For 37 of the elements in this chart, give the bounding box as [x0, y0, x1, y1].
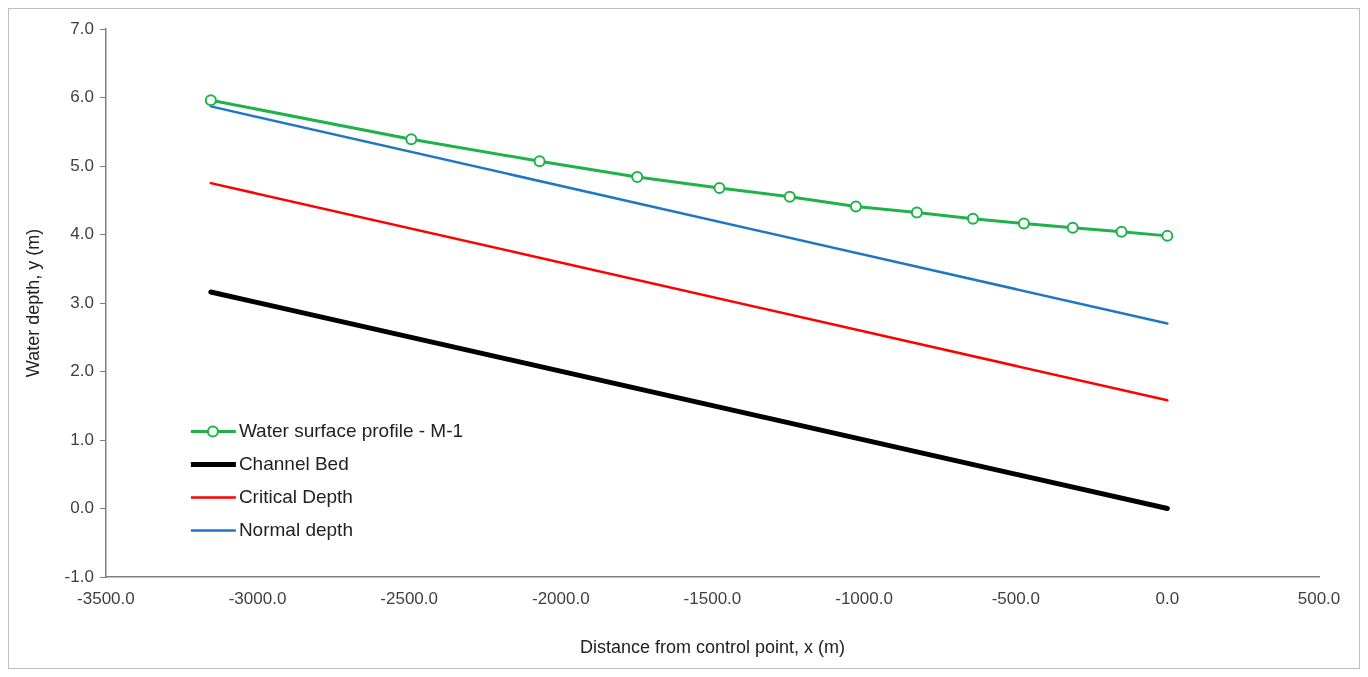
x-tick-label: 0.0: [1155, 588, 1180, 608]
point: [204, 94, 217, 107]
point: [713, 181, 726, 194]
y-tick-label: 7.0: [70, 18, 94, 38]
x-tick-label: -3000.0: [228, 588, 287, 608]
point: [849, 200, 862, 213]
legend-label: Normal depth: [238, 518, 353, 540]
point: [1017, 217, 1030, 230]
point: [966, 212, 979, 225]
point: [910, 206, 923, 219]
y-axis-title: Water depth, y (m): [22, 228, 43, 378]
x-tick-label: -3500.0: [77, 588, 135, 608]
x-tick-label: -500.0: [991, 588, 1040, 608]
legend-label: Channel Bed: [238, 452, 349, 474]
x-tick-label: -2500.0: [380, 588, 439, 608]
x-tick-label: 500.0: [1297, 588, 1341, 608]
x-tick-label: -2000.0: [531, 588, 590, 608]
legend-label: Water surface profile - M-1: [238, 419, 464, 441]
point: [405, 133, 418, 146]
x-tick-label: -1000.0: [835, 588, 893, 608]
y-tick-label: -1.0: [64, 566, 94, 586]
y-tick-label: 0.0: [70, 498, 94, 518]
point: [631, 170, 644, 183]
y-tick-label: 5.0: [70, 155, 94, 175]
point: [1066, 221, 1079, 234]
x-tick-label: -1500.0: [683, 588, 742, 608]
legend-label: Critical Depth: [238, 485, 353, 507]
y-tick-label: 1.0: [70, 429, 94, 449]
x-axis-title: Distance from control point, x (m): [579, 637, 845, 658]
y-tick-label: 2.0: [70, 361, 94, 381]
point: [1161, 229, 1174, 242]
y-tick-label: 6.0: [70, 87, 94, 107]
y-tick-label: 3.0: [70, 292, 94, 312]
point: [783, 190, 796, 203]
point: [1115, 225, 1128, 238]
y-tick-label: 4.0: [70, 224, 94, 244]
point: [533, 155, 546, 168]
